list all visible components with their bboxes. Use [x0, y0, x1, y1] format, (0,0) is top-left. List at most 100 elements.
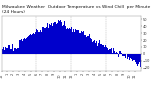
Point — [42, 27, 45, 28]
Point — [100, 45, 103, 46]
Point — [23, 41, 26, 43]
Point — [76, 32, 78, 33]
Point — [132, 60, 135, 61]
Point — [133, 65, 136, 66]
Point — [14, 49, 16, 51]
Point — [96, 45, 99, 47]
Point — [61, 25, 64, 26]
Point — [11, 50, 14, 52]
Point — [99, 44, 102, 46]
Point — [125, 59, 128, 61]
Point — [131, 64, 134, 65]
Point — [97, 45, 100, 46]
Point — [91, 41, 94, 42]
Point — [85, 37, 87, 38]
Point — [71, 27, 74, 28]
Point — [27, 36, 30, 38]
Point — [69, 32, 71, 34]
Point — [13, 51, 15, 52]
Point — [119, 54, 122, 55]
Point — [27, 36, 30, 38]
Point — [43, 31, 46, 32]
Point — [68, 30, 71, 31]
Point — [103, 50, 106, 52]
Point — [111, 52, 113, 53]
Point — [105, 46, 108, 47]
Point — [131, 68, 133, 69]
Point — [63, 26, 66, 28]
Point — [4, 50, 7, 52]
Point — [42, 32, 44, 34]
Point — [56, 21, 59, 23]
Point — [123, 56, 126, 57]
Point — [36, 29, 39, 30]
Point — [43, 29, 46, 31]
Point — [45, 27, 48, 28]
Point — [139, 66, 141, 68]
Point — [46, 28, 49, 29]
Point — [118, 57, 121, 58]
Point — [2, 50, 5, 52]
Point — [44, 28, 47, 30]
Point — [19, 41, 21, 42]
Point — [3, 49, 5, 51]
Point — [137, 64, 139, 66]
Point — [127, 62, 129, 64]
Point — [42, 29, 44, 30]
Point — [124, 59, 127, 60]
Point — [28, 38, 30, 40]
Point — [83, 35, 85, 37]
Point — [77, 31, 80, 32]
Point — [49, 26, 52, 27]
Point — [99, 43, 101, 44]
Point — [5, 52, 7, 53]
Point — [1, 50, 4, 52]
Point — [99, 41, 102, 43]
Point — [16, 45, 19, 47]
Point — [121, 59, 123, 60]
Point — [48, 27, 51, 29]
Point — [134, 61, 137, 62]
Point — [115, 54, 118, 56]
Point — [107, 56, 109, 57]
Point — [30, 34, 33, 36]
Point — [18, 51, 20, 53]
Point — [54, 24, 57, 26]
Point — [98, 45, 101, 47]
Point — [97, 40, 100, 41]
Point — [47, 29, 49, 30]
Point — [47, 30, 49, 32]
Point — [135, 66, 138, 67]
Point — [102, 47, 105, 48]
Point — [72, 34, 74, 35]
Point — [6, 47, 8, 48]
Point — [109, 50, 111, 51]
Point — [91, 44, 94, 46]
Point — [39, 31, 41, 32]
Point — [15, 46, 18, 48]
Point — [88, 38, 90, 40]
Point — [14, 53, 16, 54]
Point — [54, 22, 56, 23]
Point — [38, 30, 41, 31]
Point — [131, 63, 134, 64]
Point — [69, 29, 72, 30]
Point — [36, 31, 39, 33]
Point — [82, 36, 84, 38]
Point — [78, 34, 81, 36]
Point — [16, 52, 18, 54]
Point — [105, 46, 107, 47]
Point — [42, 33, 45, 34]
Point — [102, 48, 104, 49]
Point — [117, 58, 120, 59]
Point — [129, 61, 132, 62]
Point — [84, 38, 87, 39]
Point — [120, 53, 122, 54]
Point — [134, 61, 137, 63]
Point — [73, 30, 76, 31]
Point — [124, 54, 126, 56]
Point — [4, 52, 6, 53]
Point — [115, 53, 117, 55]
Point — [56, 23, 58, 25]
Point — [55, 22, 57, 23]
